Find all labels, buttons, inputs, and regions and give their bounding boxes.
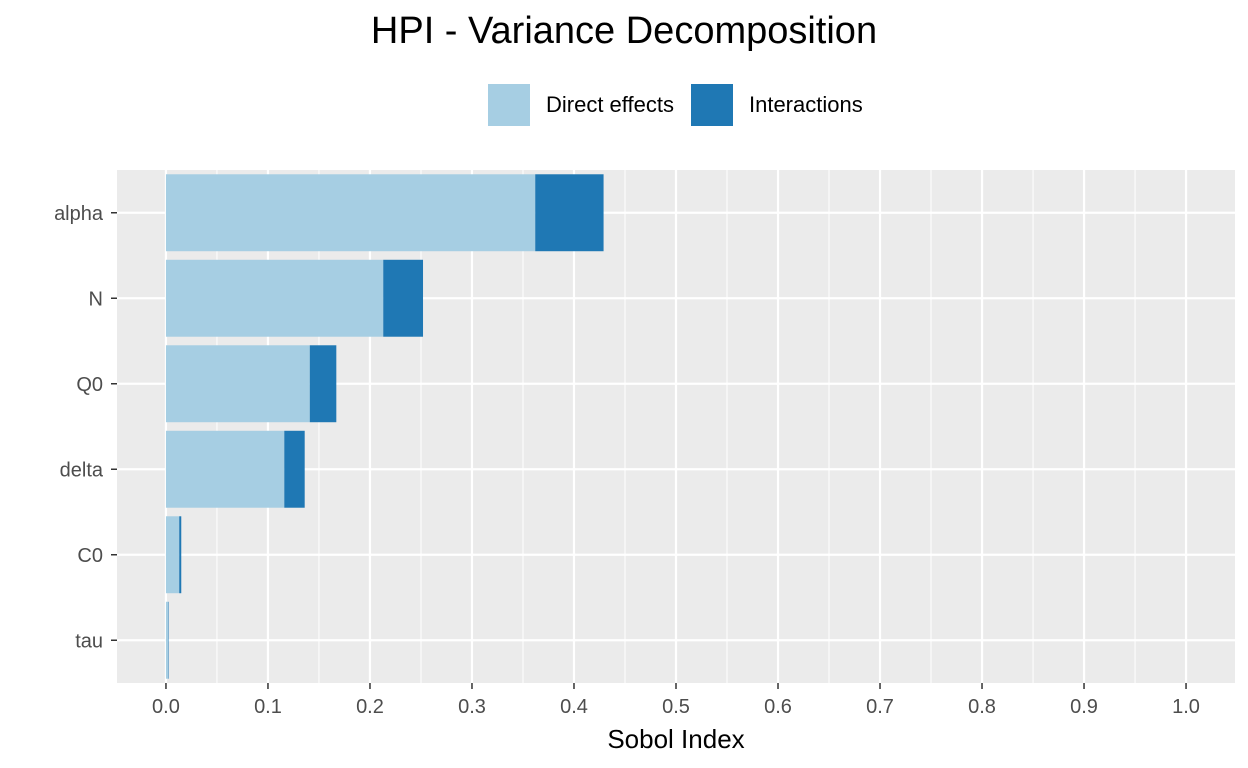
bar-tau-direct-effects (165, 601, 169, 679)
bar-q0-interactions (309, 345, 337, 423)
x-tick-label: 0.0 (152, 696, 180, 718)
legend-label-interactions: Interactions (748, 92, 863, 117)
bar-tau-interactions (168, 601, 169, 679)
legend-item-direct-effects: Direct effects (487, 83, 674, 127)
bar-c0-interactions (179, 516, 182, 594)
x-tick-label: 1.0 (1172, 696, 1200, 718)
x-tick-label: 0.5 (662, 696, 690, 718)
bar-n-interactions (383, 259, 424, 337)
x-tick-label: 0.2 (356, 696, 384, 718)
x-tick-label: 0.3 (458, 696, 486, 718)
x-tick-label: 0.7 (866, 696, 894, 718)
bar-q0-direct-effects (165, 345, 310, 423)
bar-alpha-interactions (535, 174, 604, 252)
x-tick-label: 0.1 (254, 696, 282, 718)
bar-delta-interactions (284, 430, 305, 508)
bar-c0-direct-effects (165, 516, 180, 594)
y-tick-label: alpha (54, 203, 104, 225)
y-tick-label: C0 (77, 545, 103, 567)
legend: Direct effects Interactions (487, 82, 879, 128)
x-tick-label: 0.9 (1070, 696, 1098, 718)
y-tick-label: N (89, 288, 103, 310)
legend-swatch-direct-effects (487, 83, 531, 127)
chart-title: HPI - Variance Decomposition (370, 10, 878, 52)
y-tick-label: tau (75, 630, 103, 652)
x-axis-title: Sobol Index (607, 724, 744, 754)
x-tick-label: 0.8 (968, 696, 996, 718)
y-tick-label: Q0 (76, 374, 103, 396)
bar-n-direct-effects (165, 259, 384, 337)
legend-label-direct-effects: Direct effects (546, 92, 674, 117)
y-tick-label: delta (60, 459, 104, 481)
legend-swatch-interactions (689, 83, 734, 127)
bar-alpha-direct-effects (165, 174, 536, 252)
legend-item-interactions: Interactions (689, 83, 863, 127)
x-tick-label: 0.4 (560, 696, 588, 718)
bar-delta-direct-effects (165, 430, 285, 508)
x-tick-label: 0.6 (764, 696, 792, 718)
